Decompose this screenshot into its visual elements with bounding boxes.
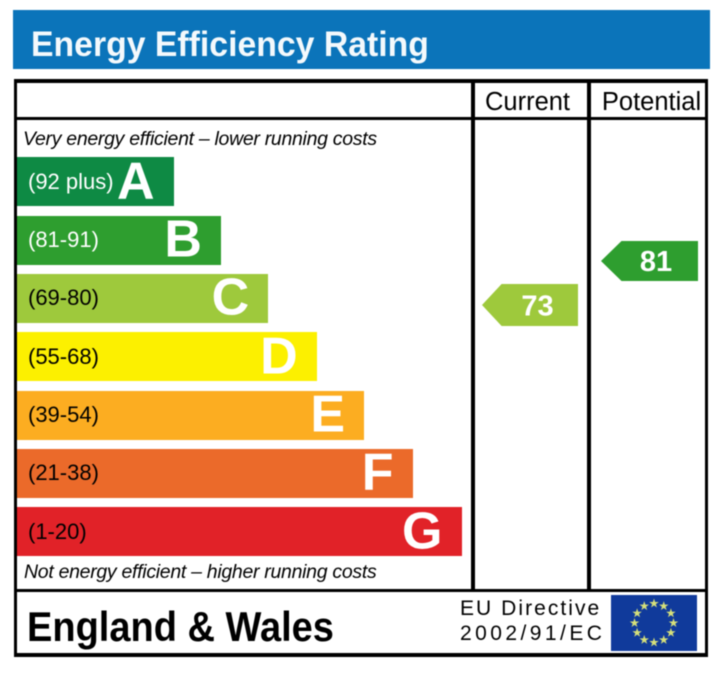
svg-text:73: 73 — [521, 291, 553, 323]
svg-text:81: 81 — [640, 246, 672, 278]
